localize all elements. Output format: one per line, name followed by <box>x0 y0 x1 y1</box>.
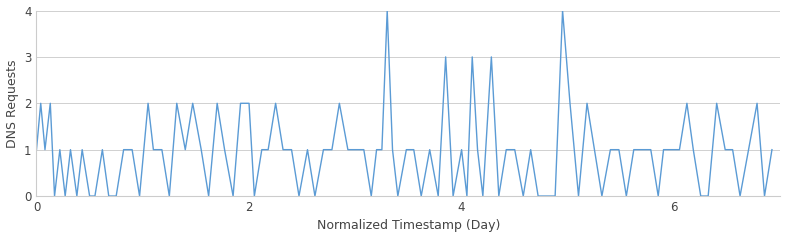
Y-axis label: DNS Requests: DNS Requests <box>6 59 19 148</box>
X-axis label: Normalized Timestamp (Day): Normalized Timestamp (Day) <box>317 219 500 233</box>
